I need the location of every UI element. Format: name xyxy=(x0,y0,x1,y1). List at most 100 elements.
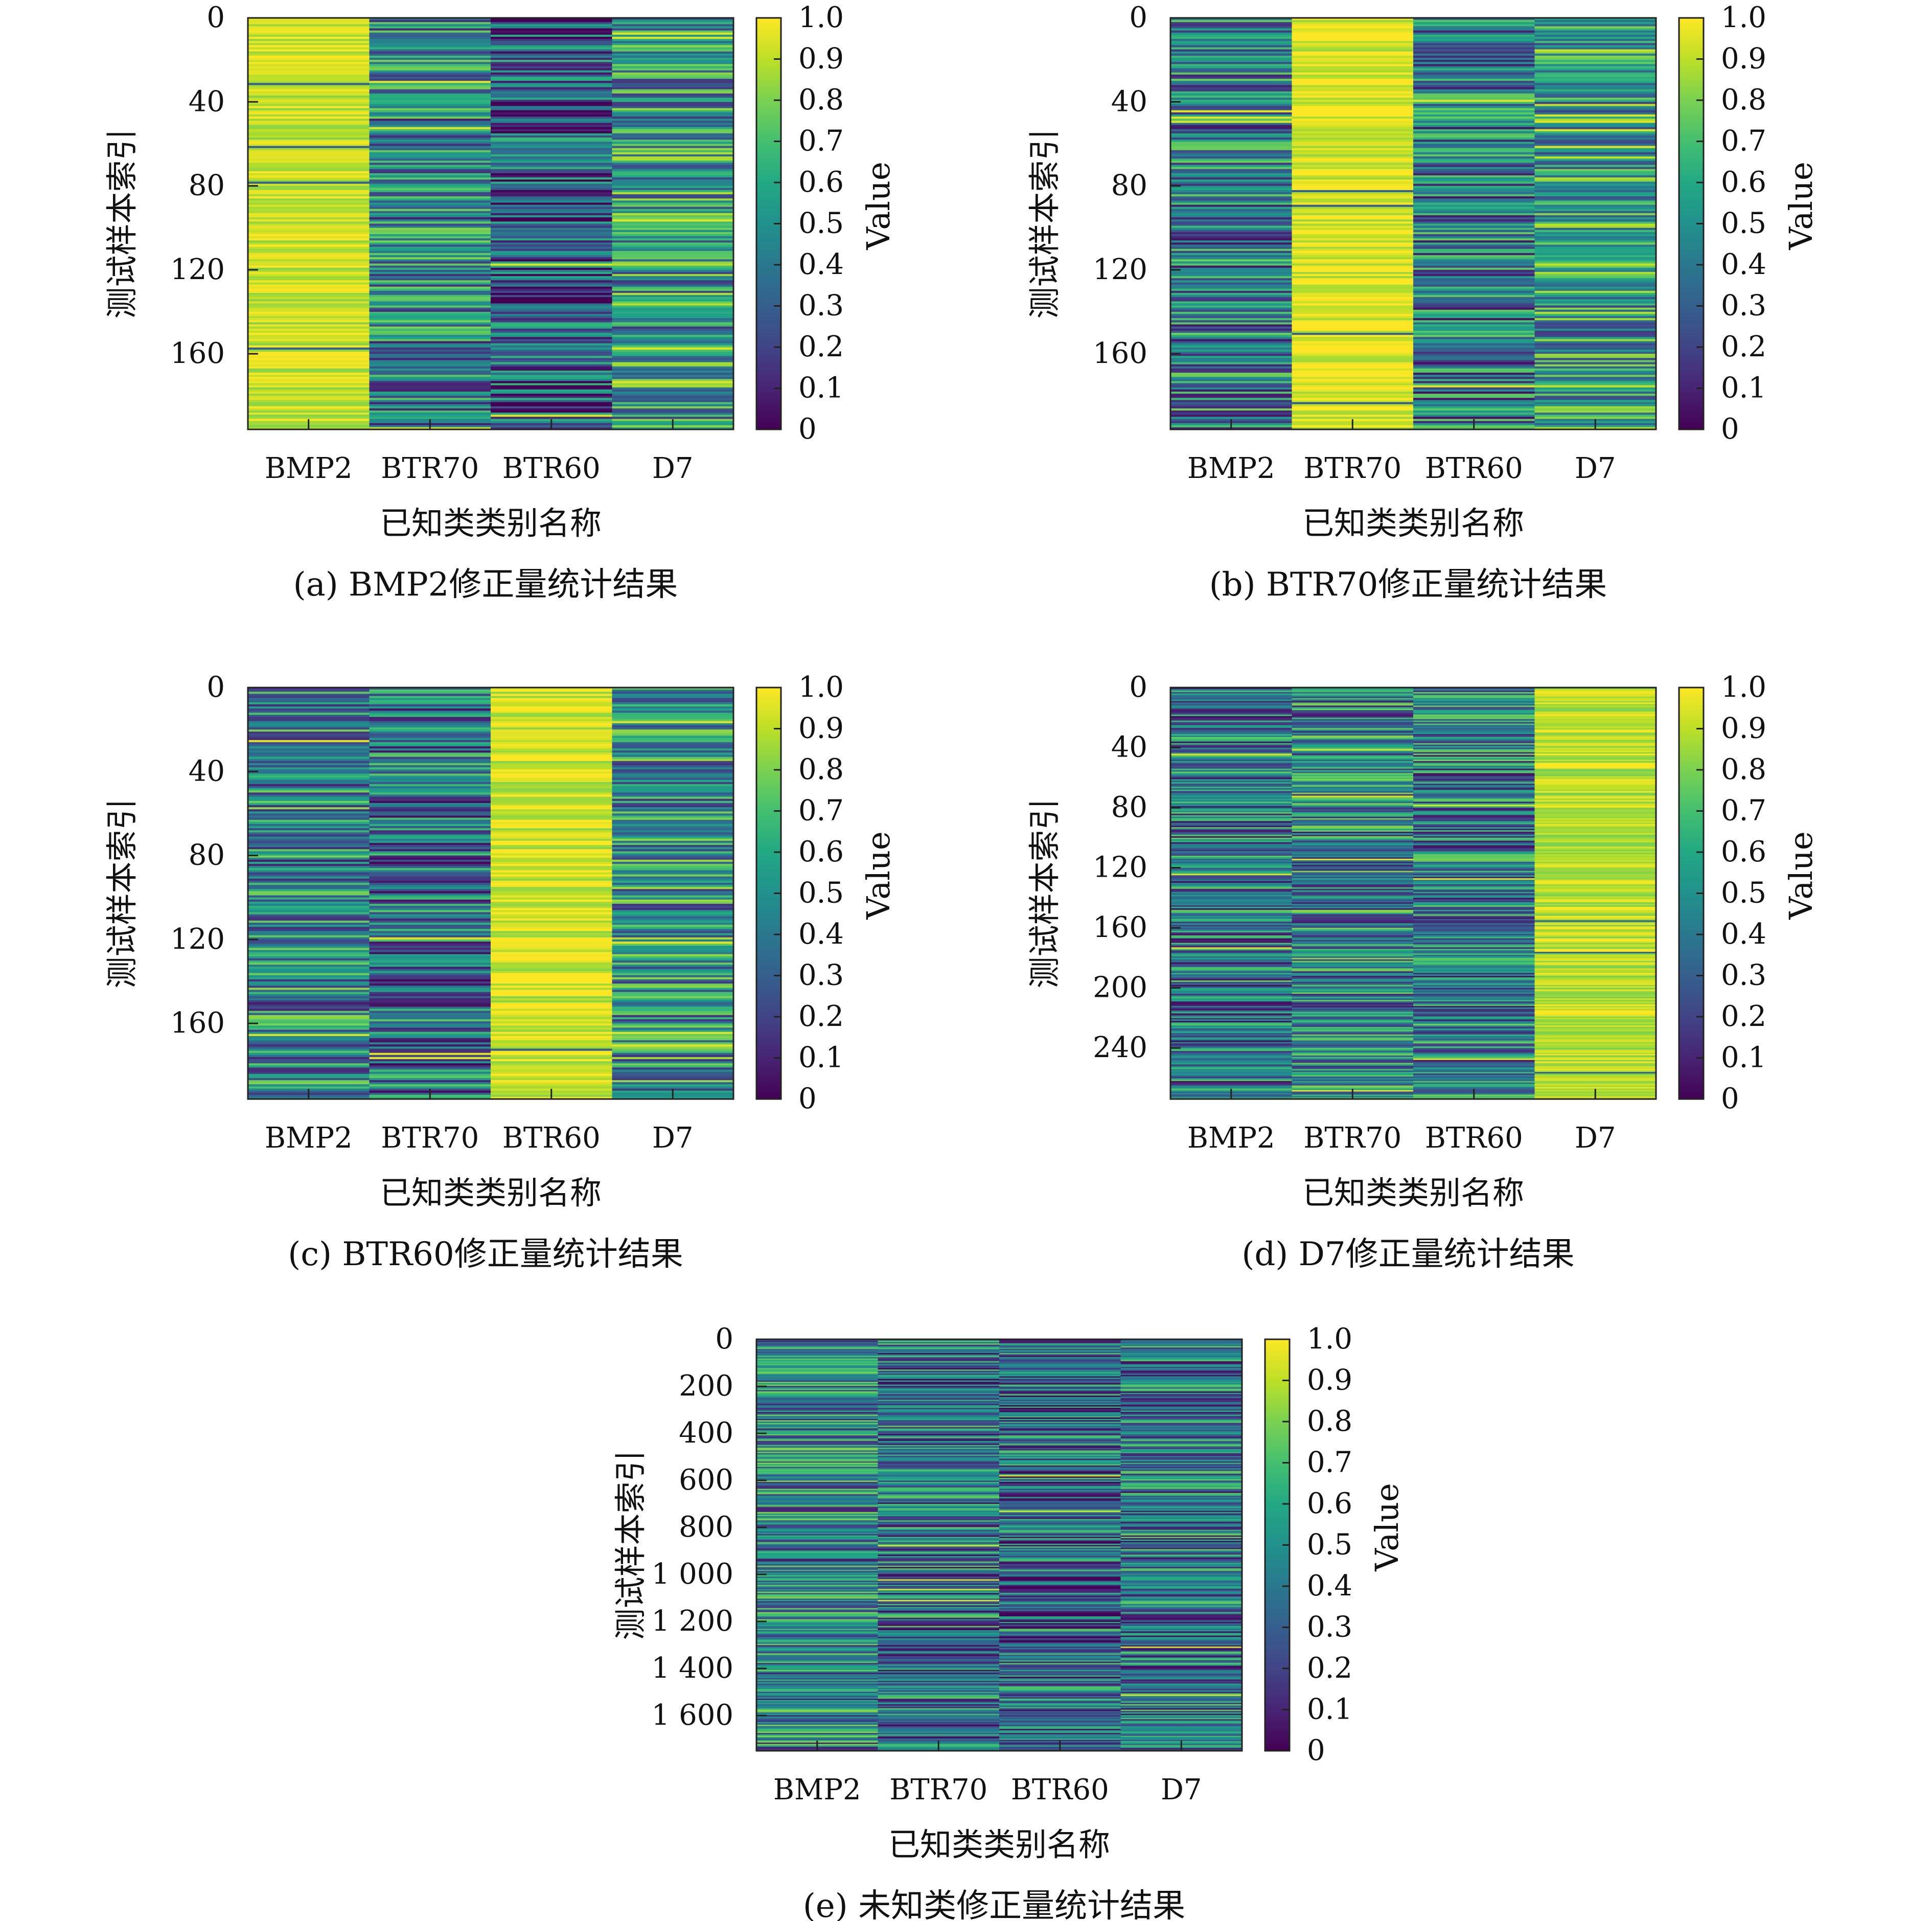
heatmap-cell xyxy=(999,1357,1121,1359)
heatmap-cell xyxy=(878,1567,1000,1569)
y-tick-label: 200 xyxy=(1093,971,1147,1004)
heatmap-cell xyxy=(1170,901,1293,903)
heatmap-cell xyxy=(1292,121,1414,123)
heatmap-cell xyxy=(1534,72,1657,75)
heatmap-cell xyxy=(612,129,734,132)
heatmap-cell xyxy=(1120,1347,1243,1350)
heatmap-cell xyxy=(248,1063,370,1066)
heatmap-cell xyxy=(878,1344,1000,1347)
heatmap-cell xyxy=(1534,83,1657,86)
heatmap-cell xyxy=(612,297,734,300)
heatmap-cell xyxy=(1534,947,1657,949)
heatmap-cell xyxy=(1534,100,1657,102)
heatmap-cell xyxy=(999,1564,1121,1566)
heatmap-cell xyxy=(612,238,734,241)
heatmap-cell xyxy=(878,1523,1000,1525)
heatmap-cell xyxy=(878,1366,1000,1368)
heatmap-cell xyxy=(369,958,491,961)
heatmap-cell xyxy=(1534,821,1657,824)
heatmap-cell xyxy=(1292,276,1414,279)
heatmap-cell xyxy=(491,379,613,382)
heatmap-cell xyxy=(612,194,734,197)
heatmap-cell xyxy=(1170,743,1293,745)
heatmap-cell xyxy=(756,1423,879,1425)
heatmap-cell xyxy=(1413,259,1535,262)
heatmap-cell xyxy=(1413,85,1535,88)
heatmap-cell xyxy=(756,1379,879,1381)
heatmap-cell xyxy=(491,204,613,208)
heatmap-cell xyxy=(491,727,613,730)
heatmap-cell xyxy=(1413,36,1535,39)
heatmap-cell xyxy=(1120,1358,1243,1360)
heatmap-cell xyxy=(491,817,613,820)
heatmap-cell xyxy=(491,826,613,829)
heatmap-cell xyxy=(1534,335,1657,337)
heatmap-cell xyxy=(1413,928,1535,930)
heatmap-cell xyxy=(369,381,491,384)
heatmap-cell xyxy=(612,849,734,852)
heatmap-cell xyxy=(878,1494,1000,1496)
heatmap-cell xyxy=(1413,64,1535,67)
heatmap-cell xyxy=(491,1061,613,1064)
heatmap-cell xyxy=(369,1084,491,1087)
heatmap-cell xyxy=(248,45,370,48)
heatmap-cell xyxy=(248,320,370,323)
heatmap-cell xyxy=(612,694,734,697)
heatmap-cell xyxy=(491,740,613,743)
heatmap-cell xyxy=(612,41,734,43)
colorbar-tick-label: 0.3 xyxy=(1721,289,1766,323)
heatmap-cell xyxy=(248,811,370,814)
heatmap-cell xyxy=(1170,761,1293,763)
heatmap-cell xyxy=(1170,135,1293,138)
heatmap-cell xyxy=(248,713,370,715)
heatmap-cell xyxy=(1170,415,1293,417)
heatmap-cell xyxy=(491,154,613,157)
heatmap-cell xyxy=(491,950,613,953)
heatmap-cell xyxy=(1292,62,1414,64)
heatmap-cell xyxy=(1170,989,1293,992)
heatmap-cell xyxy=(1170,314,1293,316)
heatmap-cell xyxy=(1413,767,1535,769)
heatmap-cell xyxy=(1170,797,1293,799)
heatmap-cell xyxy=(1413,986,1535,989)
heatmap-cell xyxy=(878,1712,1000,1714)
heatmap-cell xyxy=(369,688,491,690)
heatmap-cell xyxy=(1170,750,1293,752)
heatmap-cell xyxy=(612,207,734,210)
heatmap-cell xyxy=(1534,140,1657,142)
heatmap-cell xyxy=(612,119,734,121)
heatmap-cell xyxy=(248,1055,370,1058)
heatmap-cell xyxy=(1292,117,1414,119)
heatmap-cell xyxy=(756,1699,879,1701)
heatmap-cell xyxy=(1413,1028,1535,1031)
heatmap-cell xyxy=(878,1590,1000,1592)
x-tick-label: BTR70 xyxy=(1303,452,1401,485)
heatmap-cell xyxy=(1413,221,1535,224)
heatmap-cell xyxy=(1170,246,1293,249)
heatmap-cell xyxy=(369,188,491,191)
heatmap-cell xyxy=(756,1434,879,1436)
heatmap-cell xyxy=(612,696,734,699)
heatmap-cell xyxy=(1292,794,1414,796)
heatmap-cell xyxy=(999,1343,1121,1345)
heatmap-cell xyxy=(491,225,613,228)
heatmap-cell xyxy=(1534,349,1657,352)
heatmap-cell xyxy=(999,1517,1121,1520)
heatmap-cell xyxy=(612,1004,734,1007)
heatmap-cell xyxy=(369,769,491,772)
heatmap-cell xyxy=(612,32,734,35)
heatmap-cell xyxy=(999,1502,1121,1504)
heatmap-cell xyxy=(612,171,734,174)
heatmap-cell xyxy=(878,1375,1000,1377)
heatmap-cell xyxy=(756,1625,879,1627)
heatmap-cell xyxy=(1534,1001,1657,1003)
heatmap-cell xyxy=(1534,1058,1657,1061)
heatmap-cell xyxy=(1292,881,1414,883)
heatmap-cell xyxy=(369,309,491,312)
heatmap-cell xyxy=(369,349,491,352)
heatmap-cell xyxy=(491,853,613,856)
heatmap-cell xyxy=(1534,316,1657,318)
heatmap-cell xyxy=(999,1585,1121,1587)
heatmap-cell xyxy=(1292,1052,1414,1055)
heatmap-cell xyxy=(369,339,491,342)
